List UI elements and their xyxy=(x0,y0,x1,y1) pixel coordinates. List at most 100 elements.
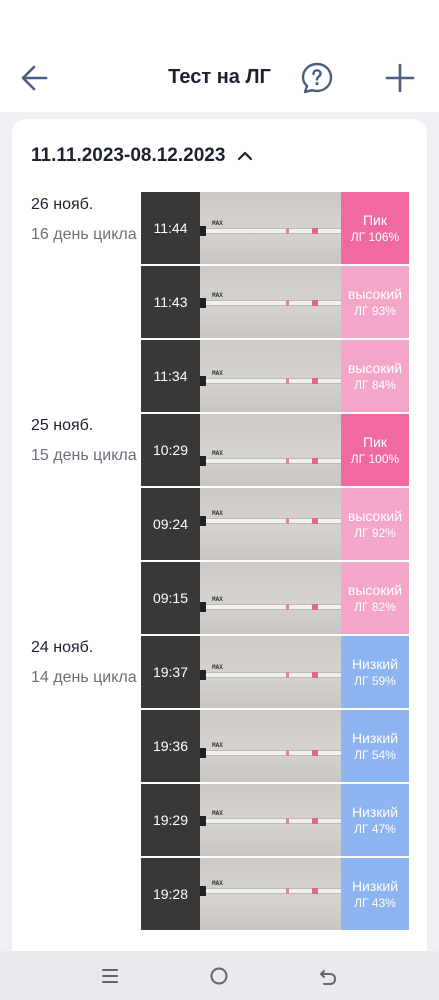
lh-level: высокий xyxy=(347,360,403,376)
test-row[interactable]: 09:15 MAX высокий ЛГ 82% xyxy=(141,562,409,634)
control-line xyxy=(286,378,289,384)
test-row[interactable]: 19:36 MAX Низкий ЛГ 54% xyxy=(141,710,409,782)
control-line xyxy=(286,458,289,464)
test-row[interactable]: 19:29 MAX Низкий ЛГ 47% xyxy=(141,784,409,856)
strip-max-label: MAX xyxy=(212,370,223,377)
lh-percent: ЛГ 92% xyxy=(354,526,396,540)
control-line xyxy=(286,518,289,524)
day-label: 24 нояб. 14 день цикла xyxy=(31,637,141,689)
test-row[interactable]: 11:34 MAX высокий ЛГ 84% xyxy=(141,340,409,412)
test-line xyxy=(312,378,318,384)
control-line xyxy=(286,818,289,824)
test-strip-photo: MAX xyxy=(200,784,341,856)
test-strip-photo: MAX xyxy=(200,562,341,634)
test-time: 09:15 xyxy=(141,562,200,634)
lh-level: высокий xyxy=(347,286,403,302)
test-line xyxy=(312,518,318,524)
test-strip xyxy=(200,818,341,824)
strip-handle xyxy=(200,748,206,758)
test-row[interactable]: 10:29 MAX Пик ЛГ 100% xyxy=(141,414,409,486)
lh-percent: ЛГ 106% xyxy=(350,230,400,244)
test-strip xyxy=(200,750,341,756)
test-row[interactable]: 19:28 MAX Низкий ЛГ 43% xyxy=(141,858,409,930)
test-strip xyxy=(200,518,341,524)
period-range: 11.11.2023-08.12.2023 xyxy=(31,145,226,166)
test-line xyxy=(312,672,318,678)
lh-level: Низкий xyxy=(351,804,399,820)
strip-handle xyxy=(200,602,206,612)
lh-level: Низкий xyxy=(351,656,399,672)
strip-max-label: MAX xyxy=(212,596,223,603)
control-line xyxy=(286,750,289,756)
lh-percent: ЛГ 82% xyxy=(354,600,396,614)
chevron-up-icon xyxy=(238,151,253,161)
cycle-day: 15 день цикла xyxy=(31,447,137,464)
cycle-day: 14 день цикла xyxy=(31,669,137,686)
strip-handle xyxy=(200,516,206,526)
test-strip xyxy=(200,228,341,234)
lh-percent: ЛГ 59% xyxy=(354,674,396,688)
test-time: 19:37 xyxy=(141,636,200,708)
test-strip-photo: MAX xyxy=(200,192,341,264)
test-strip-photo: MAX xyxy=(200,636,341,708)
lh-percent: ЛГ 93% xyxy=(354,304,396,318)
test-strip-photo: MAX xyxy=(200,414,341,486)
lh-result-badge: высокий ЛГ 82% xyxy=(341,562,409,634)
day-label: 26 нояб. 16 день цикла xyxy=(31,194,141,246)
control-line xyxy=(286,300,289,306)
lh-level: Пик xyxy=(362,212,387,228)
lh-result-badge: Пик ЛГ 100% xyxy=(341,414,409,486)
lh-result-badge: Низкий ЛГ 43% xyxy=(341,858,409,930)
test-strip xyxy=(200,672,341,678)
test-row[interactable]: 11:43 MAX высокий ЛГ 93% xyxy=(141,266,409,338)
menu-lines-icon[interactable] xyxy=(99,965,121,987)
test-strip-photo: MAX xyxy=(200,488,341,560)
strip-max-label: MAX xyxy=(212,664,223,671)
home-circle-icon[interactable] xyxy=(208,965,230,987)
back-arrow-icon[interactable] xyxy=(16,58,56,98)
lh-level: Пик xyxy=(362,434,387,450)
test-row[interactable]: 19:37 MAX Низкий ЛГ 59% xyxy=(141,636,409,708)
top-app-bar: Тест на ЛГ xyxy=(0,0,439,112)
lh-result-badge: высокий ЛГ 92% xyxy=(341,488,409,560)
test-strip xyxy=(200,300,341,306)
lh-result-badge: Низкий ЛГ 59% xyxy=(341,636,409,708)
strip-max-label: MAX xyxy=(212,510,223,517)
lh-percent: ЛГ 84% xyxy=(354,378,396,392)
lh-percent: ЛГ 47% xyxy=(354,822,396,836)
add-icon[interactable] xyxy=(380,58,420,98)
test-line xyxy=(312,604,318,610)
system-navigation-bar xyxy=(0,951,439,1000)
test-strip xyxy=(200,378,341,384)
strip-handle xyxy=(200,886,206,896)
day-date: 26 нояб. xyxy=(31,196,94,213)
test-strip xyxy=(200,458,341,464)
lh-result-badge: Низкий ЛГ 47% xyxy=(341,784,409,856)
strip-handle xyxy=(200,226,206,236)
lh-result-badge: Пик ЛГ 106% xyxy=(341,192,409,264)
strip-max-label: MAX xyxy=(212,880,223,887)
test-line xyxy=(312,458,318,464)
test-line xyxy=(312,300,318,306)
lh-level: Низкий xyxy=(351,730,399,746)
test-strip-photo: MAX xyxy=(200,266,341,338)
test-row[interactable]: 09:24 MAX высокий ЛГ 92% xyxy=(141,488,409,560)
strip-handle xyxy=(200,670,206,680)
test-line xyxy=(312,750,318,756)
tests-card: 11.11.2023-08.12.2023 26 нояб. 16 день ц… xyxy=(12,119,427,979)
back-return-icon[interactable] xyxy=(317,965,339,987)
cycle-day: 16 день цикла xyxy=(31,226,137,243)
test-time: 11:44 xyxy=(141,192,200,264)
control-line xyxy=(286,228,289,234)
period-selector[interactable]: 11.11.2023-08.12.2023 xyxy=(31,145,253,167)
help-icon[interactable] xyxy=(299,60,335,96)
test-row[interactable]: 11:44 MAX Пик ЛГ 106% xyxy=(141,192,409,264)
test-time: 19:36 xyxy=(141,710,200,782)
lh-percent: ЛГ 43% xyxy=(354,896,396,910)
lh-level: высокий xyxy=(347,582,403,598)
strip-max-label: MAX xyxy=(212,742,223,749)
day-date: 25 нояб. xyxy=(31,417,94,434)
test-time: 19:28 xyxy=(141,858,200,930)
control-line xyxy=(286,672,289,678)
control-line xyxy=(286,604,289,610)
